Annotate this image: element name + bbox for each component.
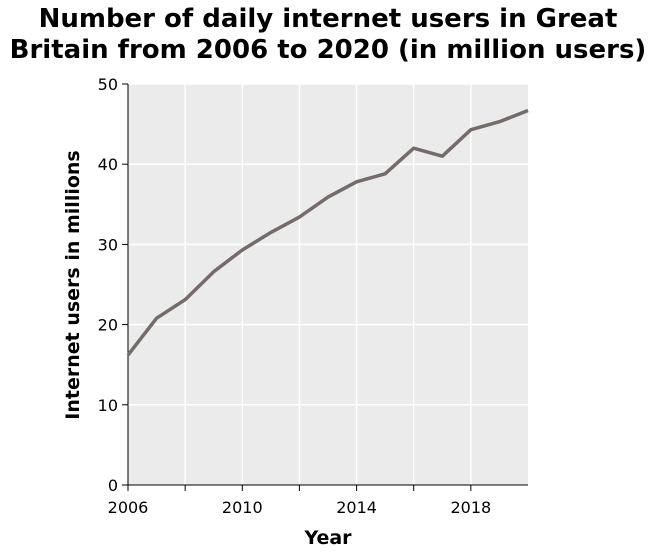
chart-title-line-2: Britain from 2006 to 2020 (in million us…: [9, 35, 647, 65]
x-tick-label: 2014: [336, 498, 377, 517]
axes: [127, 84, 528, 486]
y-tick-label: 10: [98, 396, 118, 415]
x-axis-title: Year: [303, 527, 352, 549]
ticks: 0 10 20 30 40 50 2006 2010 2014 2018: [98, 75, 492, 517]
chart-title-line-1: Number of daily internet users in Great: [38, 4, 618, 34]
y-tick-label: 40: [98, 155, 118, 174]
y-tick-label: 20: [98, 316, 118, 335]
x-tick-label: 2018: [450, 498, 491, 517]
y-axis-title: Internet users in millions: [62, 150, 84, 419]
chart-title: Number of daily internet users in Great …: [0, 4, 656, 66]
y-tick-label: 0: [108, 476, 118, 495]
y-tick-label: 50: [98, 75, 118, 94]
plot-area: [128, 84, 528, 485]
y-tick-label: 30: [98, 235, 118, 254]
series-layer: [126, 108, 529, 357]
x-tick-label: 2006: [108, 498, 149, 517]
x-tick-label: 2010: [222, 498, 263, 517]
gridlines: [128, 83, 528, 485]
